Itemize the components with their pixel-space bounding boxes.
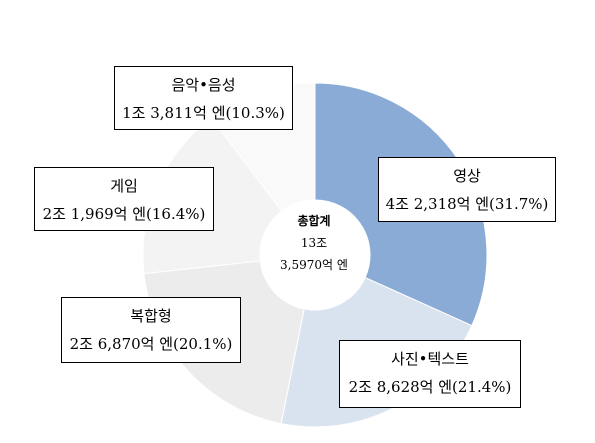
callout-photo-text-value: 2조 8,628억 엔(21.4%): [348, 378, 512, 396]
callout-photo-text-name: 사진•텍스트: [391, 350, 469, 368]
callout-music-audio: 음악•음성 1조 3,811억 엔(10.3%): [114, 66, 293, 130]
total-label: 총합계 13조 3,5970억 엔: [264, 210, 364, 276]
callout-video-name: 영상: [453, 167, 481, 185]
callout-composite-name: 복합형: [130, 307, 172, 325]
callout-composite-value: 2조 6,870억 엔(20.1%): [69, 335, 233, 353]
callout-composite: 복합형 2조 6,870억 엔(20.1%): [61, 297, 241, 363]
callout-music-audio-name: 음악•음성: [171, 76, 236, 94]
callout-video: 영상 4조 2,318억 엔(31.7%): [378, 157, 556, 222]
total-value-line2: 3,5970억 엔: [280, 258, 348, 272]
total-value-line1: 13조: [300, 236, 328, 250]
callout-game-value: 2조 1,969억 엔(16.4%): [42, 205, 206, 223]
total-title: 총합계: [297, 214, 331, 228]
callout-music-audio-value: 1조 3,811억 엔(10.3%): [122, 104, 285, 122]
callout-video-value: 4조 2,318억 엔(31.7%): [385, 195, 549, 213]
donut-hole: [260, 200, 370, 310]
callout-game-name: 게임: [110, 177, 138, 195]
callout-game: 게임 2조 1,969억 엔(16.4%): [34, 167, 214, 231]
callout-photo-text: 사진•텍스트 2조 8,628억 엔(21.4%): [339, 340, 521, 408]
